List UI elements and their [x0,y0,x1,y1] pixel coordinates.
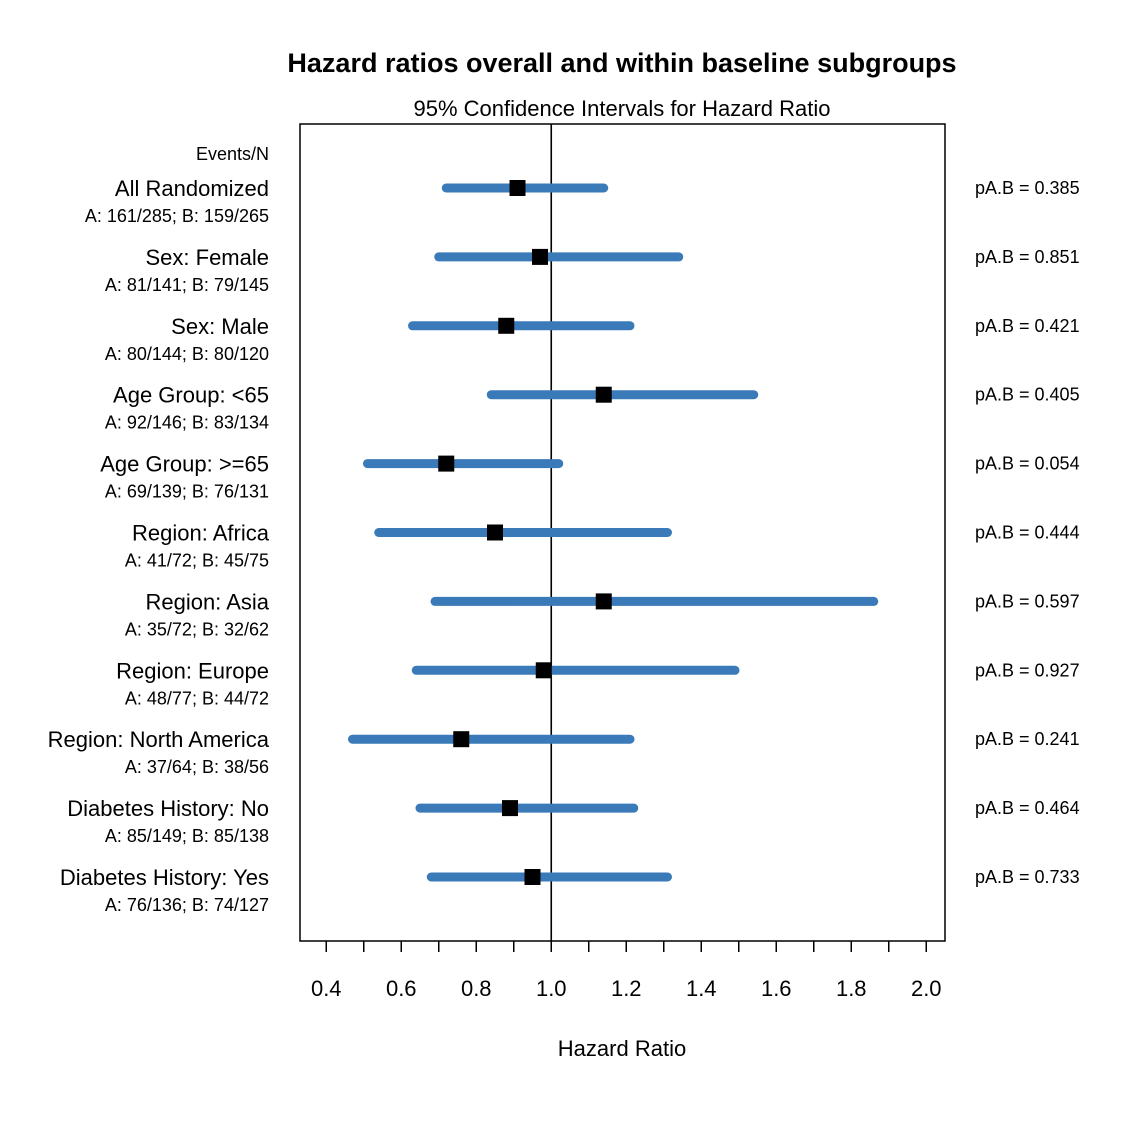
x-axis: 0.4 0.6 0.8 1.0 1.2 1.4 1.6 1.8 2.0 [311,941,942,1001]
subgroup-row: Region: North America A: 37/64; B: 38/56 p… [48,727,1080,777]
x-axis-title: Hazard Ratio [558,1036,686,1061]
subgroup-counts: A: 80/144; B: 80/120 [105,344,269,364]
subgroup-row: Sex: Male A: 80/144; B: 80/120 pA.B = 0.42… [105,314,1080,364]
subgroup-label: Region: Asia [145,589,269,614]
subgroup-label: Region: Europe [116,658,269,683]
x-tick-label: 0.6 [386,976,417,1001]
subgroup-row: Sex: Female A: 81/141; B: 79/145 pA.B = 0.… [105,245,1080,295]
hazard-ratio-point [535,662,552,679]
subgroup-counts: A: 81/141; B: 79/145 [105,275,269,295]
subgroup-rows: All Randomized A: 161/285; B: 159/265 pA.B… [48,176,1080,915]
subgroup-label: Age Group: >=65 [100,452,269,477]
subgroup-counts: A: 48/77; B: 44/72 [125,688,269,708]
x-tick-label: 2.0 [911,976,942,1001]
subgroup-counts: A: 41/72; B: 45/75 [125,551,269,571]
plot-frame [299,123,946,942]
subgroup-counts: A: 76/136; B: 74/127 [105,895,269,915]
subgroup-label: All Randomized [115,176,269,201]
hazard-ratio-point [487,524,503,541]
subgroup-counts: A: 92/146; B: 83/134 [105,413,269,433]
hazard-ratio-point [498,317,515,334]
subgroup-counts: A: 85/149; B: 85/138 [105,826,269,846]
interaction-p-value: pA.B = 0.054 [975,454,1080,474]
subgroup-row: Region: Asia A: 35/72; B: 32/62 pA.B = 0.5… [125,589,1080,639]
x-tick-label: 1.0 [536,976,567,1001]
x-tick-label: 1.2 [611,976,642,1001]
subgroup-row: Diabetes History: No A: 85/149; B: 85/138… [67,796,1079,846]
events-column-header: Events/N [196,144,269,164]
x-tick-label: 0.8 [461,976,492,1001]
interaction-p-value: pA.B = 0.421 [975,316,1080,336]
interaction-p-value: pA.B = 0.241 [975,729,1080,749]
subgroup-row: Region: Africa A: 41/72; B: 45/75 pA.B = 0… [125,521,1080,571]
hazard-ratio-point [595,593,612,610]
hazard-ratio-point [532,248,548,265]
interaction-p-value: pA.B = 0.405 [975,385,1080,405]
subgroup-counts: A: 161/285; B: 159/265 [85,206,269,226]
x-tick-label: 1.4 [686,976,717,1001]
subgroup-counts: A: 69/139; B: 76/131 [105,482,269,502]
subgroup-label: Region: Africa [132,521,270,546]
subgroup-label: Age Group: <65 [113,383,269,408]
hazard-ratio-point [453,731,470,748]
subgroup-row: All Randomized A: 161/285; B: 159/265 pA.B… [85,176,1080,226]
interaction-p-value: pA.B = 0.444 [975,523,1080,543]
hazard-ratio-point [438,455,455,472]
chart-subtitle: 95% Confidence Intervals for Hazard Rati… [414,96,831,121]
hazard-ratio-point [524,869,541,885]
subgroup-counts: A: 35/72; B: 32/62 [125,619,269,639]
interaction-p-value: pA.B = 0.597 [975,591,1080,611]
hazard-ratio-point [595,386,612,403]
subgroup-label: Sex: Female [146,245,270,270]
interaction-p-value: pA.B = 0.385 [975,178,1080,198]
subgroup-row: Region: Europe A: 48/77; B: 44/72 pA.B = 0… [116,658,1079,708]
x-tick-label: 1.6 [761,976,792,1001]
interaction-p-value: pA.B = 0.927 [975,660,1080,680]
x-tick-label: 0.4 [311,976,342,1001]
x-tick-label: 1.8 [836,976,867,1001]
chart-title: Hazard ratios overall and within baselin… [287,48,956,78]
subgroup-row: Age Group: >=65 A: 69/139; B: 76/131 pA.B … [100,452,1079,502]
subgroup-label: Diabetes History: No [67,796,269,821]
subgroup-label: Sex: Male [171,314,269,339]
subgroup-row: Diabetes History: Yes A: 76/136; B: 74/12… [60,865,1080,915]
interaction-p-value: pA.B = 0.733 [975,867,1080,887]
hazard-ratio-point [502,800,518,817]
hazard-ratio-point [509,180,526,196]
subgroup-label: Region: North America [48,727,270,752]
subgroup-row: Age Group: <65 A: 92/146; B: 83/134 pA.B =… [105,383,1080,433]
subgroup-label: Diabetes History: Yes [60,865,269,890]
interaction-p-value: pA.B = 0.851 [975,247,1080,267]
subgroup-counts: A: 37/64; B: 38/56 [125,757,269,777]
interaction-p-value: pA.B = 0.464 [975,798,1080,818]
